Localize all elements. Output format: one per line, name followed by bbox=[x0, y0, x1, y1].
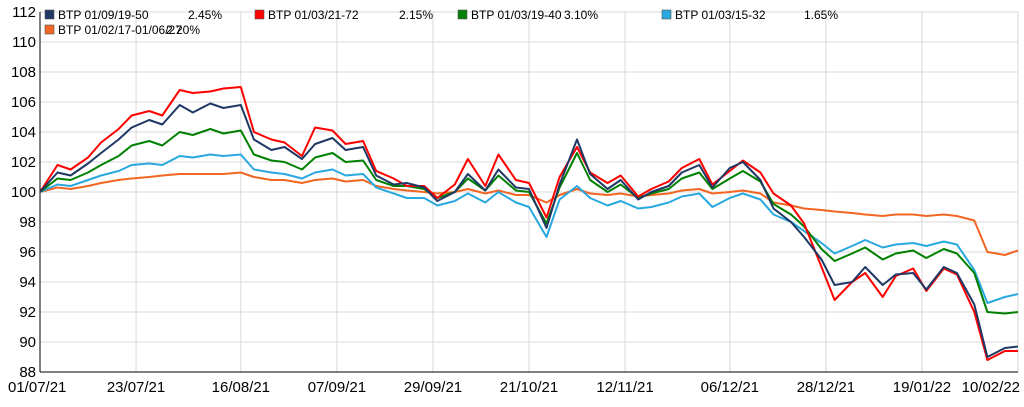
legend-label-2: BTP 01/03/19-40 bbox=[471, 8, 562, 22]
x-tick-label: 23/07/21 bbox=[107, 379, 165, 396]
y-tick-label: 108 bbox=[11, 64, 36, 81]
legend-value-2: 3.10% bbox=[564, 8, 598, 22]
x-tick-label: 06/12/21 bbox=[701, 379, 759, 396]
y-tick-label: 112 bbox=[12, 4, 36, 21]
x-tick-label: 10/02/22 bbox=[962, 379, 1020, 396]
y-tick-label: 100 bbox=[11, 184, 36, 201]
x-tick-label: 19/01/22 bbox=[893, 379, 951, 396]
x-tick-label: 01/07/21 bbox=[8, 379, 66, 396]
legend-value-3: 1.65% bbox=[804, 8, 838, 22]
y-axis-ticks: 88 90 92 94 96 98 100 102 104 106 108 110 112 bbox=[11, 4, 36, 381]
x-tick-label: 07/09/21 bbox=[308, 379, 366, 396]
x-tick-label: 21/10/21 bbox=[500, 379, 558, 396]
x-axis-ticks: 01/07/21 23/07/21 16/08/21 07/09/21 29/09/21… bbox=[8, 379, 1020, 396]
y-tick-label: 104 bbox=[11, 124, 36, 141]
y-tick-label: 98 bbox=[19, 214, 36, 231]
legend-label-0: BTP 01/09/19-50 bbox=[58, 8, 149, 22]
legend-value-0: 2.45% bbox=[188, 8, 222, 22]
legend-value-1: 2.15% bbox=[399, 8, 433, 22]
legend-marker-4 bbox=[44, 24, 55, 35]
legend-label-3: BTP 01/03/15-32 bbox=[675, 8, 766, 22]
x-tick-label: 29/09/21 bbox=[404, 379, 462, 396]
legend-label-1: BTP 01/03/21-72 bbox=[268, 8, 359, 22]
x-tick-label: 12/11/21 bbox=[596, 379, 653, 396]
x-tick-label: 28/12/21 bbox=[797, 379, 855, 396]
y-tick-label: 94 bbox=[19, 274, 36, 291]
y-tick-label: 90 bbox=[19, 334, 36, 351]
series-layer bbox=[39, 86, 1019, 361]
x-tick-label: 16/08/21 bbox=[212, 379, 270, 396]
y-tick-label: 106 bbox=[11, 94, 36, 111]
y-tick-label: 110 bbox=[12, 34, 36, 51]
legend-marker-0 bbox=[44, 9, 55, 20]
series-line-0 bbox=[39, 102, 1019, 358]
legend-marker-1 bbox=[254, 9, 265, 20]
legend-label-4: BTP 01/02/17-01/06/27 bbox=[58, 23, 182, 37]
legend-marker-2 bbox=[457, 9, 468, 20]
series-line-3 bbox=[39, 153, 1019, 304]
y-tick-label: 96 bbox=[19, 244, 36, 261]
y-tick-label: 88 bbox=[19, 364, 36, 381]
series-line-2 bbox=[39, 128, 1019, 315]
y-tick-label: 92 bbox=[19, 304, 36, 321]
legend-marker-3 bbox=[661, 9, 672, 20]
legend: BTP 01/09/19-50 2.45% BTP 01/03/21-72 2.15%… bbox=[44, 8, 838, 37]
y-tick-label: 102 bbox=[11, 154, 36, 171]
legend-value-4: 2.20% bbox=[166, 23, 200, 37]
series-line-1 bbox=[39, 86, 1018, 361]
series-line-4 bbox=[39, 171, 1019, 256]
